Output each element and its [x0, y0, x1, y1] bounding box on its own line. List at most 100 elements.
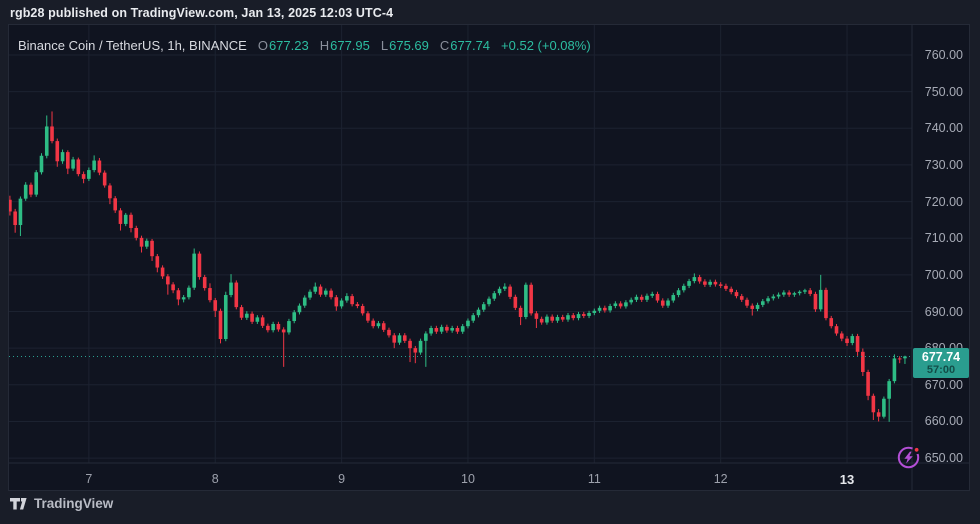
price-tick-label: 700.00 [924, 267, 963, 282]
candle-body [234, 282, 239, 308]
candle-body [687, 281, 691, 286]
candle-body [276, 323, 281, 330]
candlestick-chart[interactable] [9, 25, 969, 490]
candle-body [271, 323, 275, 331]
time-tick-label: 11 [587, 472, 601, 486]
candle-body [581, 314, 586, 316]
time-tick-label: 10 [461, 472, 475, 486]
candle-body [782, 292, 786, 295]
candle-body [750, 305, 755, 309]
symbol-title[interactable]: Binance Coin / TetherUS, 1h, BINANCE [18, 37, 247, 53]
candle-body [834, 326, 839, 334]
candle-body [866, 371, 870, 396]
candle-body [339, 300, 344, 307]
candle-body [292, 312, 297, 322]
ohlc-high-label: H [319, 37, 330, 53]
candle-body [50, 126, 54, 142]
ohlc-close-label: C [439, 37, 450, 53]
candle-body [760, 301, 765, 305]
market-pulse-icon[interactable] [895, 444, 925, 474]
candle-body [545, 316, 549, 323]
candle-body [745, 299, 749, 306]
candle-body [350, 296, 354, 305]
candle-body [266, 325, 270, 331]
candle-body [429, 328, 433, 334]
candle-body [402, 335, 407, 341]
candle-body [734, 292, 739, 297]
candle-body [66, 152, 70, 169]
candle-body [897, 358, 902, 360]
price-tick-label: 760.00 [924, 48, 963, 62]
time-tick-label: 7 [85, 472, 93, 486]
candle-body [223, 295, 228, 339]
candle-body [255, 317, 260, 322]
candle-body [776, 294, 781, 297]
candle-body [387, 329, 391, 336]
candle-body [366, 313, 370, 321]
candle-body [682, 285, 686, 291]
candle-body [755, 304, 760, 309]
candle-body [624, 302, 628, 307]
candle-body [113, 198, 117, 211]
candle-body [797, 291, 802, 294]
candle-body [360, 306, 365, 314]
candle-body [139, 237, 144, 247]
price-tick-label: 670.00 [924, 377, 963, 392]
candle-body [324, 290, 328, 295]
candle-body [97, 160, 102, 173]
candle-body [381, 323, 386, 330]
change-value: +0.52 (+0.08%) [501, 37, 591, 53]
legend[interactable]: Binance Coin / TetherUS, 1h, BINANCE O 67… [18, 34, 591, 56]
tradingview-attribution[interactable]: TradingView [10, 496, 113, 511]
candle-body [492, 293, 497, 299]
chart-widget: Binance Coin / TetherUS, 1h, BINANCE O 67… [8, 24, 970, 491]
candle-body [329, 290, 333, 298]
candle-body [766, 298, 770, 302]
candle-body [861, 351, 865, 372]
candle-body [497, 288, 502, 294]
candle-body [102, 172, 107, 186]
candle-body [129, 214, 133, 228]
candle-body [618, 303, 623, 307]
candle-body [560, 317, 565, 320]
price-tick-label: 650.00 [924, 451, 963, 466]
candle-body [108, 185, 112, 199]
candle-body [60, 152, 65, 162]
time-tick-label: 9 [338, 472, 346, 486]
pulse-circle [897, 446, 920, 469]
candle-body [892, 358, 897, 382]
candle-body [250, 313, 254, 322]
candle-body [197, 253, 202, 278]
candle-body [450, 328, 454, 331]
candle-body [13, 211, 17, 226]
candle-body [882, 398, 886, 417]
time-tick-label: 8 [211, 472, 219, 486]
candle-body [55, 141, 60, 162]
candle-body [192, 253, 196, 288]
candle-body [524, 284, 528, 318]
price-axis[interactable]: 760.00 750.00 740.00 730.00 720.00 710.00 700.… [913, 25, 969, 466]
candle-body [718, 284, 723, 286]
candle-body [634, 296, 639, 300]
candle-body [455, 328, 460, 332]
time-axis[interactable]: 7 8 9 10 11 12 13 [9, 464, 912, 490]
candle-body [739, 296, 744, 300]
time-tick-label: 12 [713, 472, 728, 486]
candle-body [23, 184, 28, 199]
candle-body [218, 310, 223, 339]
price-tick-label: 710.00 [924, 231, 963, 246]
ohlc-high-value: 677.95 [330, 37, 370, 53]
candle-body [39, 155, 44, 173]
candle-body [34, 172, 39, 195]
candle-body [9, 199, 12, 212]
candle-body [371, 320, 375, 327]
candle-body [534, 313, 539, 319]
candle-body [29, 184, 33, 195]
candle-body [692, 277, 697, 282]
candle-body [803, 290, 807, 292]
candle-body [187, 287, 191, 298]
price-tick-label: 720.00 [924, 194, 963, 209]
candle-body [81, 174, 86, 179]
candle-body [413, 348, 418, 353]
candle-body [571, 315, 576, 319]
